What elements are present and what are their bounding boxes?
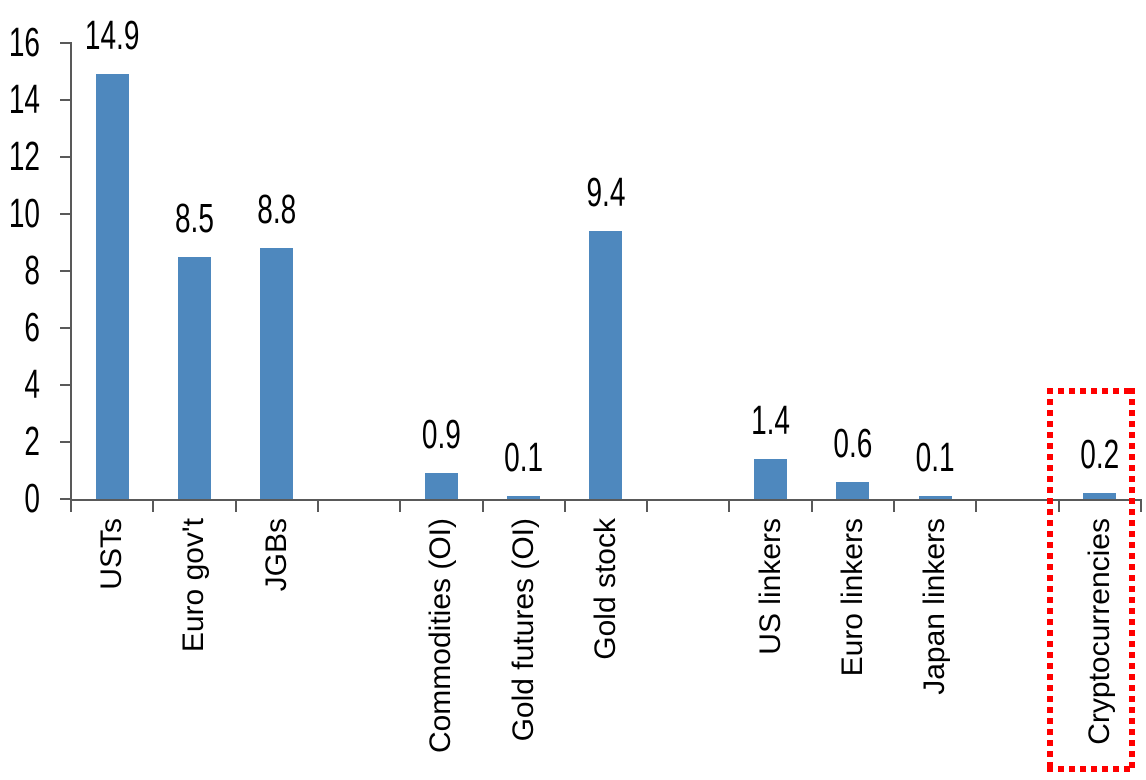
value-label-cryptocurrencies: 0.2	[1080, 432, 1120, 477]
x-tick	[1139, 501, 1142, 512]
bar-gold-futures-oi	[507, 496, 541, 499]
bar-commodities-oi	[424, 473, 458, 499]
y-tick-label-2: 2	[24, 418, 40, 464]
y-tick-label-12: 12	[8, 133, 40, 179]
bar-us-linkers	[754, 459, 788, 499]
value-label-euro-linkers: 0.6	[833, 420, 873, 466]
x-category-label-usts: USTs	[95, 518, 129, 590]
bar-usts	[95, 74, 129, 499]
x-tick	[893, 501, 895, 512]
x-category-label-cryptocurrencies: Cryptocurrencies	[1082, 518, 1116, 745]
value-label-gold-futures-oi: 0.1	[504, 434, 544, 480]
y-tick	[60, 213, 70, 215]
x-category-label-euro-linkers: Euro linkers	[835, 518, 869, 677]
highlight-box-edge-bottom	[1047, 766, 1135, 772]
y-tick	[60, 384, 70, 386]
bar-euro-gov-t	[177, 256, 211, 499]
x-category-label-gold-stock: Gold stock	[588, 518, 622, 660]
y-tick-label-10: 10	[8, 190, 40, 236]
y-tick-label-14: 14	[8, 76, 40, 122]
bar-euro-linkers	[836, 481, 870, 499]
bar-gold-stock	[589, 231, 623, 499]
value-label-us-linkers: 1.4	[751, 397, 791, 443]
x-tick	[234, 501, 237, 512]
x-category-label-commodities-oi: Commodities (OI)	[424, 518, 458, 754]
y-tick-label-8: 8	[24, 247, 40, 293]
value-label-usts: 14.9	[84, 13, 140, 58]
y-tick	[60, 498, 70, 500]
value-label-commodities-oi: 0.9	[421, 412, 461, 457]
value-label-jgbs: 8.8	[257, 186, 297, 232]
x-tick	[563, 501, 566, 512]
y-tick-label-16: 16	[8, 19, 40, 65]
x-category-label-japan-linkers: Japan linkers	[918, 518, 952, 695]
y-tick-label-4: 4	[24, 361, 40, 407]
y-tick	[60, 270, 70, 272]
y-tick	[60, 441, 70, 443]
bar-cryptocurrencies	[1083, 493, 1117, 499]
x-tick	[646, 501, 649, 512]
x-tick	[399, 501, 402, 512]
x-tick	[1057, 501, 1060, 512]
x-category-label-us-linkers: US linkers	[753, 518, 787, 655]
x-axis-line	[70, 499, 1142, 501]
x-tick	[316, 501, 319, 512]
value-label-japan-linkers: 0.1	[915, 434, 955, 480]
x-category-label-euro-gov-t: Euro gov't	[177, 518, 211, 653]
y-tick	[60, 327, 70, 329]
value-label-gold-stock: 9.4	[586, 169, 626, 215]
y-tick	[60, 42, 70, 44]
x-tick	[810, 501, 813, 512]
x-tick	[481, 501, 484, 512]
y-axis-line	[70, 42, 72, 501]
highlight-box-edge-top	[1047, 388, 1135, 394]
x-tick	[975, 501, 978, 512]
x-tick	[152, 501, 155, 512]
value-label-euro-gov-t: 8.5	[174, 195, 214, 241]
bar-japan-linkers	[918, 496, 952, 499]
x-tick	[728, 501, 731, 512]
x-category-label-gold-futures-oi: Gold futures (OI)	[506, 518, 540, 742]
y-tick-label-6: 6	[24, 304, 40, 350]
bar-jgbs	[260, 248, 294, 499]
y-tick-label-0: 0	[24, 475, 40, 521]
y-tick	[60, 99, 70, 101]
x-tick	[70, 501, 72, 512]
y-tick	[60, 156, 70, 158]
x-category-label-jgbs: JGBs	[259, 518, 293, 592]
